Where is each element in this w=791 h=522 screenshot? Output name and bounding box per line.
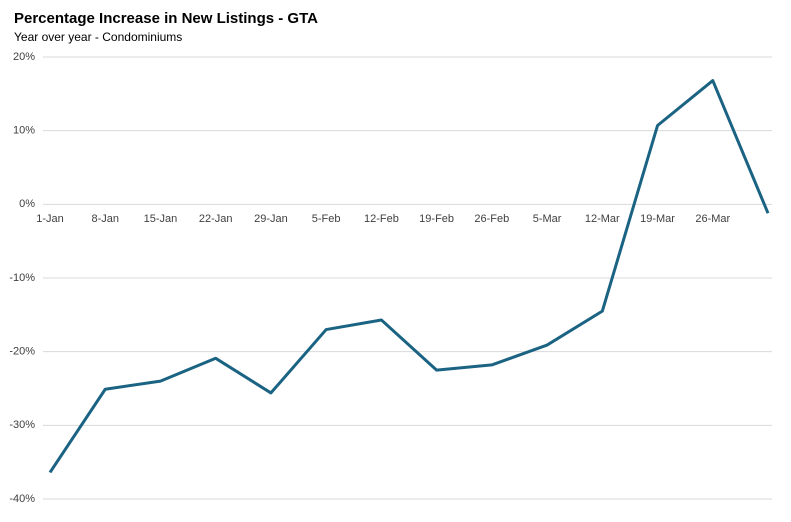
y-tick-label: 10% xyxy=(13,125,35,137)
x-tick-label: 8-Jan xyxy=(91,213,119,225)
y-tick-label: -40% xyxy=(9,493,35,505)
chart-subtitle: Year over year - Condominiums xyxy=(14,30,182,44)
x-tick-label: 12-Mar xyxy=(585,213,620,225)
y-tick-label: -20% xyxy=(9,346,35,358)
x-tick-label: 26-Mar xyxy=(695,213,730,225)
x-tick-label: 12-Feb xyxy=(364,213,399,225)
y-tick-label: 20% xyxy=(13,51,35,63)
chart-title: Percentage Increase in New Listings - GT… xyxy=(14,10,318,27)
x-tick-label: 19-Mar xyxy=(640,213,675,225)
y-tick-label: -10% xyxy=(9,272,35,284)
x-tick-label: 1-Jan xyxy=(36,213,64,225)
x-tick-label: 22-Jan xyxy=(199,213,233,225)
x-tick-label: 5-Feb xyxy=(312,213,341,225)
x-tick-label: 5-Mar xyxy=(533,213,562,225)
x-tick-label: 19-Feb xyxy=(419,213,454,225)
y-tick-label: 0% xyxy=(19,198,35,210)
x-tick-label: 26-Feb xyxy=(474,213,509,225)
data-line xyxy=(48,79,770,474)
x-tick-label: 29-Jan xyxy=(254,213,288,225)
y-tick-label: -30% xyxy=(9,419,35,431)
x-tick-label: 15-Jan xyxy=(144,213,178,225)
